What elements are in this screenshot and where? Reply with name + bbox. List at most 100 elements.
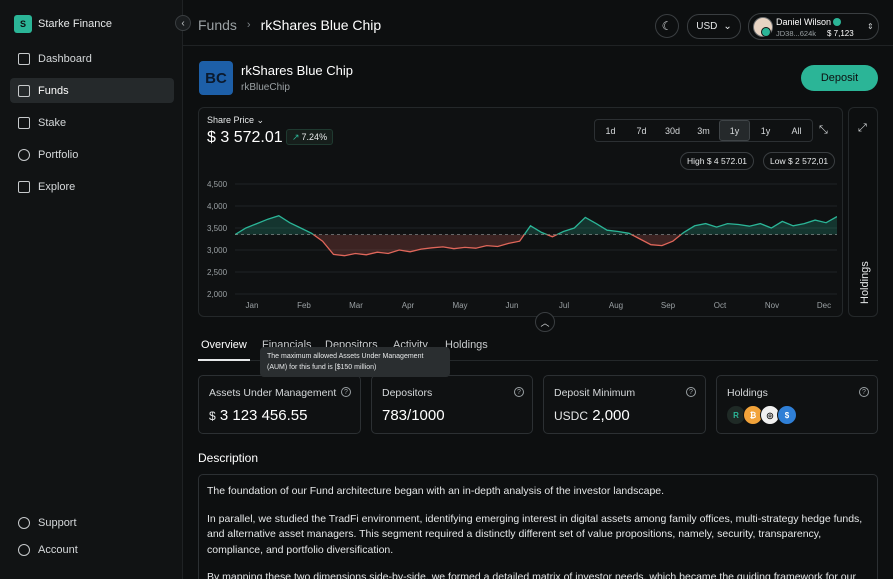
fund-logo: BC bbox=[199, 61, 233, 95]
info-icon[interactable]: ? bbox=[341, 387, 351, 397]
moon-icon: ☾ bbox=[661, 19, 673, 33]
range-7d[interactable]: 7d bbox=[636, 125, 647, 136]
bottom-nav: Support Account bbox=[10, 510, 174, 564]
support-icon bbox=[18, 516, 30, 529]
collapse-chart-button[interactable]: ︿ bbox=[535, 312, 555, 332]
funds-icon bbox=[18, 84, 30, 97]
currency-prefix: USDC bbox=[554, 409, 589, 423]
y-tick-label: 2,500 bbox=[207, 268, 228, 277]
y-tick-label: 4,500 bbox=[207, 180, 228, 189]
header: Funds › rkShares Blue Chip ☾ USD ⌄ Danie… bbox=[183, 0, 893, 46]
x-tick-label: Feb bbox=[297, 301, 311, 310]
user-balance: $ 7,123 bbox=[827, 29, 854, 38]
low-price-badge: Low $ 2 572,01 bbox=[763, 152, 836, 170]
currency-prefix: $ bbox=[209, 409, 216, 423]
description-box: The foundation of our Fund architecture … bbox=[198, 474, 878, 579]
expand-icon[interactable]: ⤢ bbox=[858, 122, 867, 134]
brand[interactable]: S Starke Finance bbox=[14, 15, 112, 33]
home-icon bbox=[18, 52, 30, 65]
area-up bbox=[235, 215, 837, 235]
arrow-up-right-icon: ↗ bbox=[292, 131, 300, 142]
share-price-label: Share Price bbox=[207, 115, 255, 125]
depositors-card: Depositors ? 783/1000 bbox=[371, 375, 533, 434]
minimize-icon[interactable]: ⤡ bbox=[819, 124, 828, 136]
sidebar-item-explore[interactable]: Explore bbox=[10, 174, 174, 199]
brand-logo-icon: S bbox=[14, 15, 32, 33]
user-address: JD38...624k bbox=[776, 29, 817, 38]
price-change-value: 7.24% bbox=[301, 132, 328, 142]
sidebar-item-label: Portfolio bbox=[38, 148, 79, 161]
description-paragraph: In parallel, we studied the TradFi envir… bbox=[207, 512, 863, 556]
chevron-left-icon: ‹ bbox=[181, 17, 185, 29]
holdings-side-panel[interactable]: ⤢ Holdings bbox=[848, 107, 878, 317]
deposit-button[interactable]: Deposit bbox=[801, 65, 878, 91]
fund-ticker: rkBlueChip bbox=[241, 82, 290, 93]
sidebar-item-label: Dashboard bbox=[38, 52, 92, 65]
range-all[interactable]: All bbox=[791, 125, 802, 136]
x-tick-label: Nov bbox=[765, 301, 779, 310]
sidebar-item-support[interactable]: Support bbox=[10, 510, 174, 535]
y-tick-label: 2,000 bbox=[207, 290, 228, 299]
fund-name: rkShares Blue Chip bbox=[241, 63, 353, 78]
y-tick-label: 4,000 bbox=[207, 202, 228, 211]
user-name: Daniel Wilson bbox=[776, 17, 832, 27]
aum-tooltip: The maximum allowed Assets Under Managem… bbox=[260, 347, 450, 377]
sidebar-item-label: Stake bbox=[38, 116, 67, 129]
deposit-minimum-card: Deposit Minimum ? USDC 2,000 bbox=[543, 375, 706, 434]
x-tick-label: Dec bbox=[817, 301, 831, 310]
breadcrumb: Funds › rkShares Blue Chip bbox=[198, 17, 381, 33]
share-price-dropdown[interactable]: Share Price ⌄ bbox=[207, 115, 264, 126]
range-1y[interactable]: 1y bbox=[719, 120, 750, 141]
range-1d[interactable]: 1d bbox=[605, 125, 616, 136]
sidebar-item-label: Explore bbox=[38, 180, 76, 193]
sidebar-item-label: Funds bbox=[38, 84, 69, 97]
price-chart: 4,500 4,000 3,500 3,000 2,500 2,000 Jan Feb Mar A… bbox=[207, 180, 837, 310]
card-label: Assets Under Management bbox=[209, 387, 337, 399]
info-icon[interactable]: ? bbox=[514, 387, 524, 397]
series-line-up bbox=[235, 214, 837, 235]
share-price-chart-panel: 4,500 4,000 3,500 3,000 2,500 2,000 Jan Feb Mar A… bbox=[198, 107, 843, 317]
currency-value: USD bbox=[696, 21, 718, 32]
card-label: Holdings bbox=[727, 387, 768, 399]
x-tick-label: May bbox=[452, 301, 467, 310]
card-label: Depositors bbox=[382, 387, 433, 399]
range-1y-alt[interactable]: 1y bbox=[760, 125, 771, 136]
aum-value: 3 123 456.55 bbox=[219, 407, 308, 424]
collapse-sidebar-button[interactable]: ‹ bbox=[175, 15, 191, 31]
y-tick-label: 3,500 bbox=[207, 224, 228, 233]
portfolio-icon bbox=[18, 148, 30, 161]
deposit-min-value: 2,000 bbox=[592, 407, 630, 424]
tab-holdings[interactable]: Holdings bbox=[445, 339, 488, 351]
info-icon[interactable]: ? bbox=[686, 387, 696, 397]
sidebar-item-portfolio[interactable]: Portfolio bbox=[10, 142, 174, 167]
sidebar-item-funds[interactable]: Funds bbox=[10, 78, 174, 103]
stake-icon bbox=[18, 116, 30, 129]
account-icon bbox=[18, 543, 30, 556]
card-value: $ 3 123 456.55 bbox=[209, 407, 307, 424]
x-tick-label: Apr bbox=[402, 301, 415, 310]
currency-select[interactable]: USD ⌄ bbox=[687, 14, 741, 39]
info-icon[interactable]: ? bbox=[859, 387, 869, 397]
breadcrumb-funds-link[interactable]: Funds bbox=[198, 17, 237, 33]
description-paragraph: The foundation of our Fund architecture … bbox=[207, 485, 665, 497]
range-3m[interactable]: 3m bbox=[697, 125, 710, 136]
user-menu[interactable]: Daniel Wilson JD38...624k $ 7,123 ⇕ bbox=[748, 13, 879, 40]
brand-name: Starke Finance bbox=[38, 18, 112, 30]
range-30d[interactable]: 30d bbox=[664, 125, 681, 136]
sidebar-item-stake[interactable]: Stake bbox=[10, 110, 174, 135]
price-change-badge: ↗ 7.24% bbox=[286, 129, 334, 145]
sidebar-item-account[interactable]: Account bbox=[10, 537, 174, 562]
x-tick-label: Oct bbox=[714, 301, 727, 310]
active-tab-indicator bbox=[198, 359, 250, 361]
chevron-updown-icon: ⇕ bbox=[867, 22, 874, 31]
x-tick-label: Sep bbox=[661, 301, 676, 310]
theme-toggle-button[interactable]: ☾ bbox=[655, 14, 679, 38]
sidebar-item-label: Support bbox=[38, 516, 77, 529]
range-selector: 1d 7d 30d 3m 1y 1y All bbox=[594, 119, 813, 142]
verified-icon bbox=[833, 18, 841, 26]
card-label: Deposit Minimum bbox=[554, 387, 636, 399]
high-price-badge: High $ 4 572.01 bbox=[680, 152, 755, 170]
tab-overview[interactable]: Overview bbox=[201, 339, 247, 351]
sidebar-item-dashboard[interactable]: Dashboard bbox=[10, 46, 174, 71]
share-price-value: $ 3 572.01 bbox=[207, 129, 283, 146]
